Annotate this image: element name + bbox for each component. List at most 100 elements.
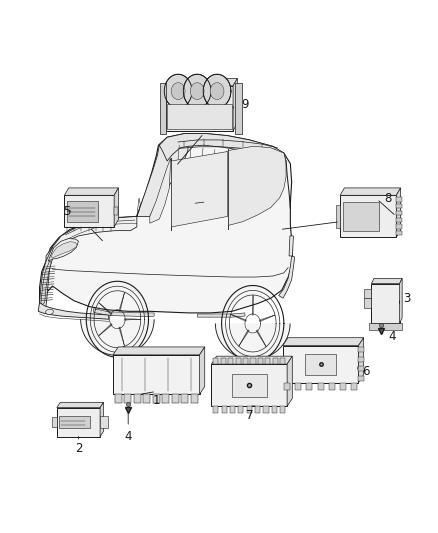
Polygon shape bbox=[115, 394, 122, 403]
Text: 8: 8 bbox=[384, 192, 391, 206]
Polygon shape bbox=[100, 402, 103, 437]
Polygon shape bbox=[113, 347, 205, 355]
Polygon shape bbox=[229, 146, 286, 225]
Ellipse shape bbox=[210, 83, 224, 100]
Polygon shape bbox=[222, 406, 227, 413]
Polygon shape bbox=[162, 394, 169, 403]
Polygon shape bbox=[280, 358, 286, 364]
Polygon shape bbox=[371, 278, 402, 284]
Polygon shape bbox=[200, 347, 205, 394]
Polygon shape bbox=[283, 345, 358, 383]
Ellipse shape bbox=[46, 309, 53, 314]
Ellipse shape bbox=[190, 83, 204, 100]
Polygon shape bbox=[212, 356, 292, 364]
Polygon shape bbox=[236, 358, 241, 364]
Polygon shape bbox=[263, 406, 268, 413]
Text: 2: 2 bbox=[75, 442, 82, 455]
Polygon shape bbox=[215, 324, 290, 360]
Polygon shape bbox=[358, 366, 364, 372]
Polygon shape bbox=[41, 261, 51, 304]
Polygon shape bbox=[399, 278, 402, 323]
Text: 5: 5 bbox=[63, 205, 71, 217]
Polygon shape bbox=[283, 338, 364, 345]
Polygon shape bbox=[213, 406, 219, 413]
Polygon shape bbox=[113, 355, 200, 394]
Polygon shape bbox=[38, 302, 109, 319]
Polygon shape bbox=[64, 195, 114, 227]
Polygon shape bbox=[318, 383, 324, 390]
Polygon shape bbox=[329, 383, 335, 390]
Polygon shape bbox=[358, 338, 364, 383]
Polygon shape bbox=[212, 364, 287, 406]
Polygon shape bbox=[159, 83, 166, 134]
Polygon shape bbox=[114, 207, 118, 215]
Polygon shape bbox=[340, 188, 401, 195]
Text: 9: 9 bbox=[241, 98, 249, 110]
Polygon shape bbox=[396, 204, 403, 208]
Text: 7: 7 bbox=[246, 409, 253, 422]
Polygon shape bbox=[51, 241, 77, 258]
Polygon shape bbox=[39, 247, 54, 310]
Polygon shape bbox=[396, 217, 403, 222]
Polygon shape bbox=[305, 353, 336, 375]
Polygon shape bbox=[279, 256, 295, 298]
Polygon shape bbox=[233, 78, 237, 131]
Polygon shape bbox=[81, 319, 154, 356]
Polygon shape bbox=[134, 394, 141, 403]
Text: 6: 6 bbox=[362, 366, 370, 378]
Polygon shape bbox=[124, 394, 131, 403]
Polygon shape bbox=[46, 216, 137, 262]
Polygon shape bbox=[166, 78, 237, 86]
Polygon shape bbox=[64, 188, 118, 195]
Text: 1: 1 bbox=[152, 394, 160, 408]
Polygon shape bbox=[230, 406, 235, 413]
Polygon shape bbox=[272, 406, 277, 413]
Polygon shape bbox=[251, 358, 256, 364]
Polygon shape bbox=[235, 83, 242, 134]
Polygon shape bbox=[258, 358, 263, 364]
Polygon shape bbox=[238, 406, 244, 413]
Polygon shape bbox=[369, 323, 402, 329]
Polygon shape bbox=[137, 135, 189, 216]
Polygon shape bbox=[181, 394, 188, 403]
Polygon shape bbox=[351, 383, 357, 390]
Polygon shape bbox=[336, 205, 340, 228]
Polygon shape bbox=[228, 358, 233, 364]
Polygon shape bbox=[94, 309, 154, 317]
Text: 4: 4 bbox=[124, 430, 132, 443]
Polygon shape bbox=[167, 104, 232, 128]
Ellipse shape bbox=[184, 74, 211, 108]
Polygon shape bbox=[358, 357, 364, 362]
Ellipse shape bbox=[164, 74, 192, 108]
Text: 3: 3 bbox=[403, 292, 411, 305]
Polygon shape bbox=[396, 224, 403, 229]
Polygon shape bbox=[340, 195, 396, 238]
Polygon shape bbox=[150, 158, 170, 223]
Polygon shape bbox=[172, 394, 179, 403]
Polygon shape bbox=[191, 394, 198, 403]
Polygon shape bbox=[213, 358, 219, 364]
Polygon shape bbox=[114, 188, 118, 227]
Polygon shape bbox=[52, 417, 57, 427]
Text: 4: 4 bbox=[388, 329, 396, 343]
Polygon shape bbox=[198, 313, 245, 317]
Bar bbox=[343, 202, 379, 231]
Polygon shape bbox=[153, 394, 160, 403]
Polygon shape bbox=[166, 86, 233, 131]
Polygon shape bbox=[221, 358, 226, 364]
Polygon shape bbox=[48, 239, 78, 261]
Polygon shape bbox=[247, 406, 252, 413]
Polygon shape bbox=[396, 231, 403, 236]
Polygon shape bbox=[358, 376, 364, 381]
Ellipse shape bbox=[171, 83, 185, 100]
Polygon shape bbox=[396, 197, 403, 201]
Polygon shape bbox=[243, 358, 248, 364]
Polygon shape bbox=[143, 394, 150, 403]
Polygon shape bbox=[255, 406, 260, 413]
Polygon shape bbox=[396, 211, 403, 215]
Polygon shape bbox=[97, 200, 113, 209]
Polygon shape bbox=[159, 134, 286, 162]
Polygon shape bbox=[295, 383, 301, 390]
Polygon shape bbox=[364, 298, 371, 308]
Ellipse shape bbox=[203, 74, 231, 108]
